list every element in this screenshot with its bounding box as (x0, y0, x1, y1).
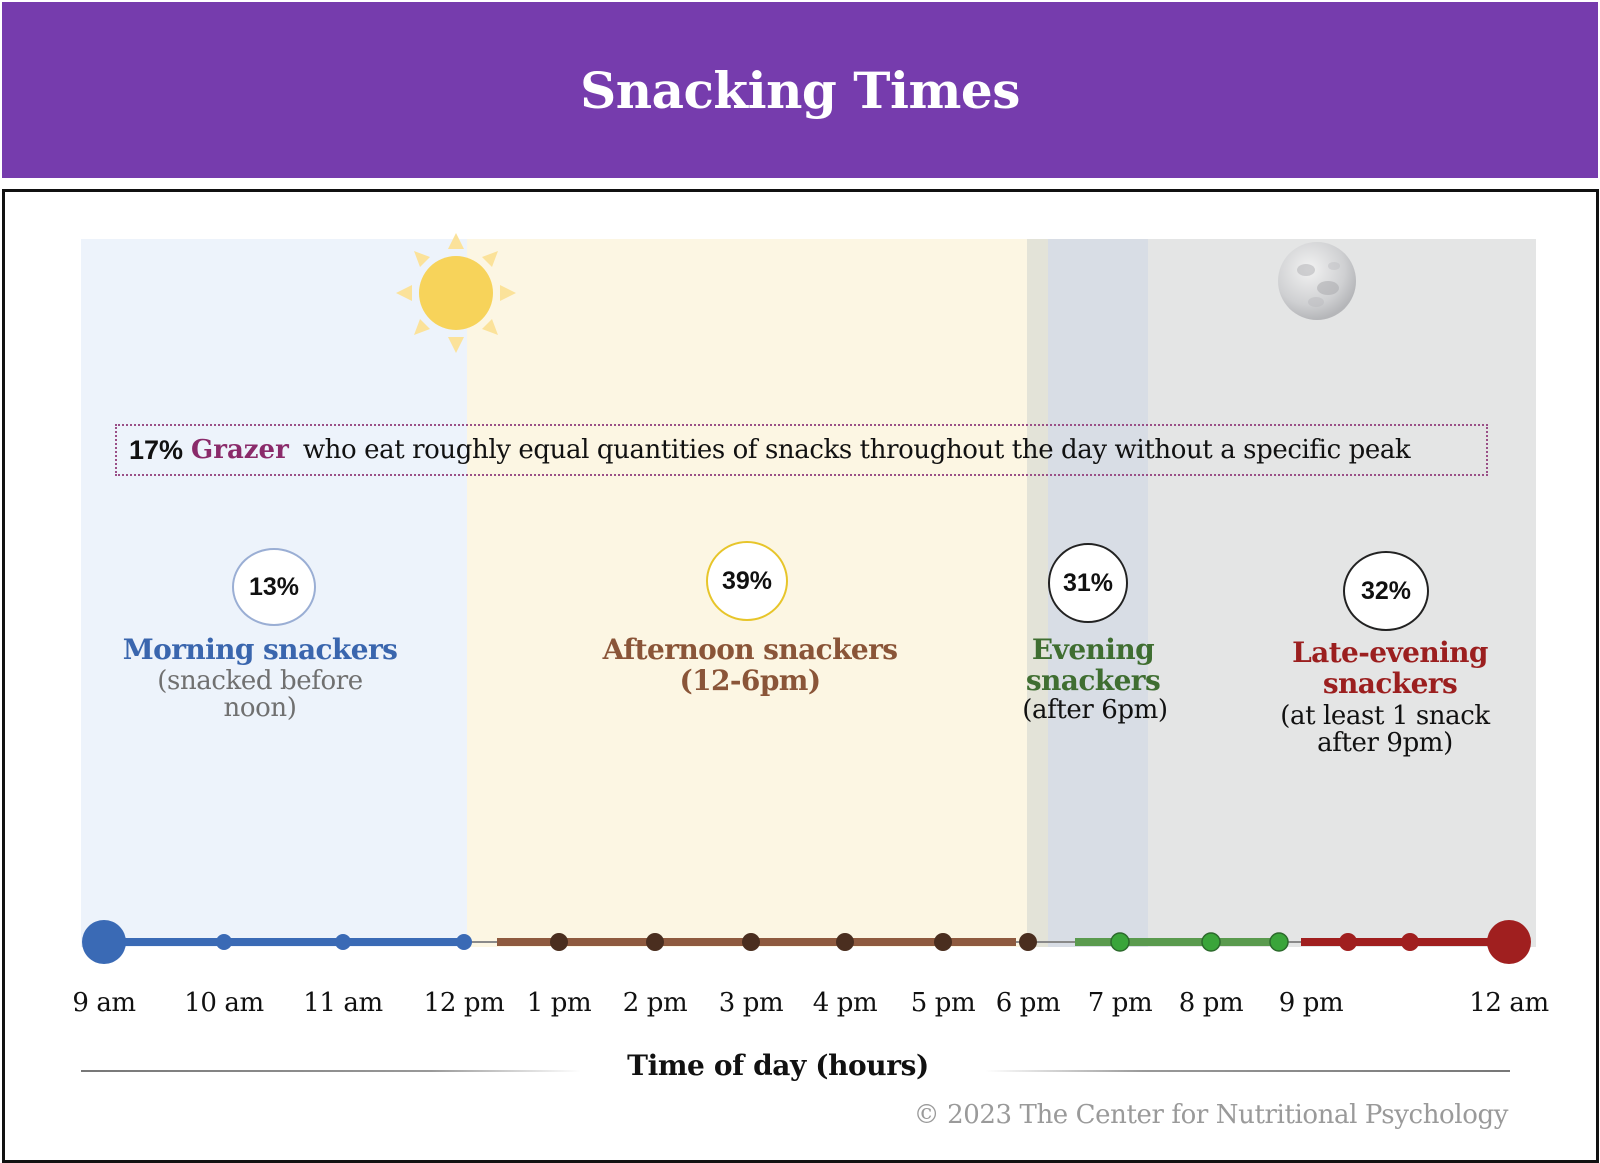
timeline (82, 920, 1531, 964)
axis-line-left (81, 1070, 581, 1072)
afternoon-snackers-label: Afternoon snackers (12-6pm) (602, 633, 898, 697)
late-evening-zone (1148, 239, 1536, 947)
tick-label: 5 pm (910, 988, 976, 1018)
tick-label: 7 pm (1087, 988, 1153, 1018)
tick-label: 12 pm (423, 988, 505, 1018)
timeline-dot (1201, 932, 1221, 952)
timeline-dot (836, 933, 854, 951)
timeline-dot-end (1487, 920, 1531, 964)
tick-label: 10 am (184, 988, 264, 1018)
tick-label: 6 pm (995, 988, 1061, 1018)
tick-label: 12 am (1469, 988, 1549, 1018)
timeline-dot (456, 934, 472, 950)
tick-label: 3 pm (718, 988, 784, 1018)
timeline-dot (1110, 932, 1130, 952)
timeline-dot (1019, 933, 1037, 951)
axis-line-right (985, 1070, 1510, 1072)
timeline-dot (1339, 933, 1357, 951)
late-evening-percent-badge: 32% (1343, 551, 1429, 631)
timeline-dot (1401, 933, 1419, 951)
moon-icon (1278, 242, 1356, 320)
tick-label: 1 pm (526, 988, 592, 1018)
tick-label: 4 pm (812, 988, 878, 1018)
page-title: Snacking Times (580, 60, 1020, 120)
transition-zone (1027, 239, 1048, 947)
grazer-description: who eat roughly equal quantities of snac… (302, 435, 1411, 465)
morning-snackers-label: Morning snackers (122, 633, 398, 666)
axis-title: Time of day (hours) (627, 1049, 929, 1082)
afternoon-percent-badge: 39% (706, 541, 788, 621)
tick-label: 11 am (303, 988, 383, 1018)
evening-snackers-note: (after 6pm) (1022, 695, 1168, 725)
morning-snackers-note: (snacked before noon) (157, 666, 363, 723)
timeline-dot (550, 933, 568, 951)
timeline-dot (335, 934, 351, 950)
grazer-box: 17% Grazer who eat roughly equal quantit… (115, 424, 1488, 476)
tick-label: 8 pm (1178, 988, 1244, 1018)
grazer-label: Grazer (191, 435, 289, 465)
grazer-percent: 17% (129, 434, 184, 465)
timeline-dot-start (82, 920, 126, 964)
sun-icon (396, 233, 516, 353)
timeline-dot (934, 933, 952, 951)
timeline-dot (216, 934, 232, 950)
timeline-dot (646, 933, 664, 951)
late-evening-snackers-note: (at least 1 snack after 9pm) (1280, 701, 1490, 758)
tick-label: 9 am (72, 988, 136, 1018)
timeline-dot (1269, 932, 1289, 952)
copyright-notice: © 2023 The Center for Nutritional Psycho… (913, 1100, 1509, 1130)
tick-label: 2 pm (622, 988, 688, 1018)
evening-percent-badge: 31% (1048, 543, 1128, 623)
evening-snackers-label: Evening snackers (1025, 633, 1161, 697)
late-evening-snackers-label: Late-evening snackers (1292, 636, 1488, 700)
tick-label: 9 pm (1278, 988, 1344, 1018)
morning-percent-badge: 13% (232, 548, 316, 626)
header-banner: Snacking Times (2, 2, 1598, 178)
timeline-dot (742, 933, 760, 951)
